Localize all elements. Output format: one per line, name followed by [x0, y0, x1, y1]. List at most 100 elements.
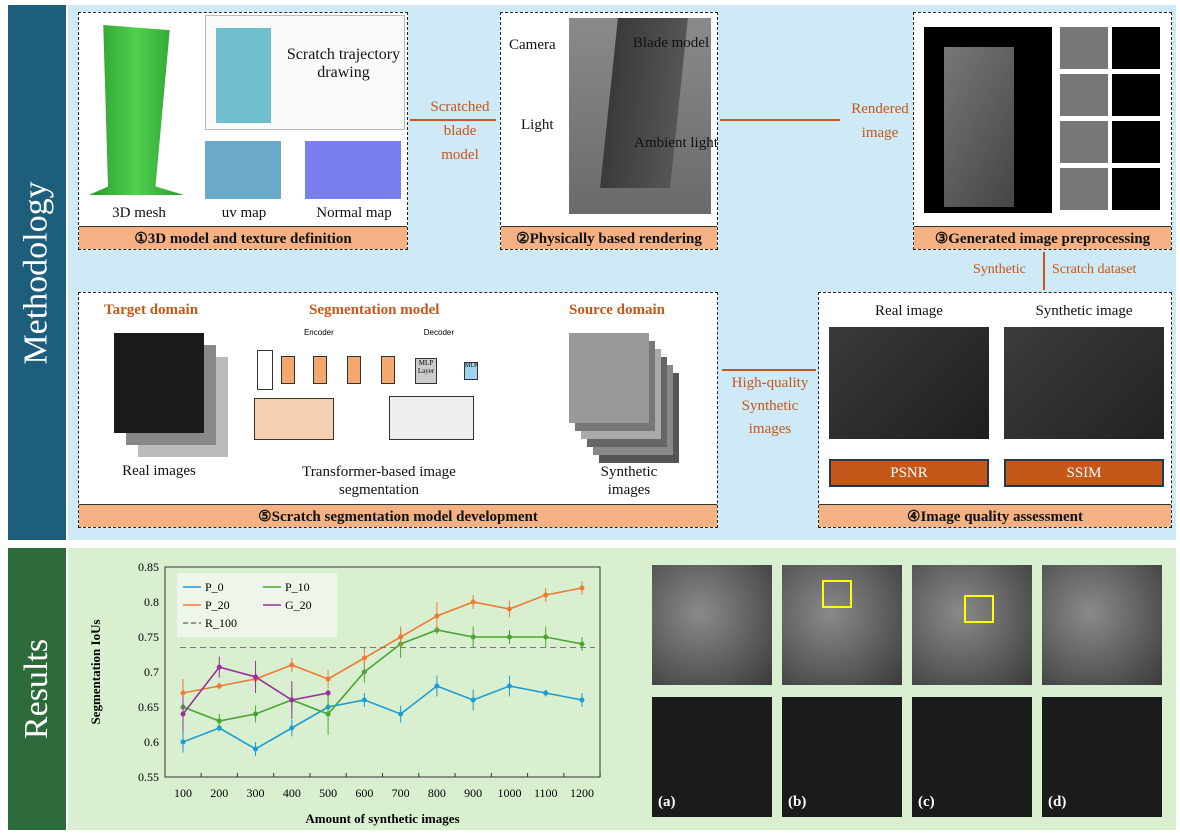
scratch-drawing-image: Scratch trajectory drawing — [205, 15, 405, 130]
render-scene-image — [569, 18, 711, 214]
data-point-G_20 — [289, 697, 295, 703]
series-line-P_10 — [182, 629, 583, 722]
data-point-P_20 — [361, 655, 367, 661]
result-mask-d: (d) — [1042, 697, 1162, 817]
uv-caption: uv map — [221, 205, 267, 221]
x-tick-label: 1200 — [570, 786, 594, 800]
y-axis-label: Segmentation IoUs — [88, 619, 103, 724]
camera-label: Camera — [509, 37, 556, 53]
x-tick-label: 500 — [319, 786, 337, 800]
y-tick-label: 0.55 — [138, 770, 159, 784]
legend-label-R_100: R_100 — [205, 616, 237, 630]
step5-label: ⑤Scratch segmentation model development — [79, 504, 717, 527]
data-point-P_10 — [361, 669, 367, 675]
data-point-P_10 — [506, 634, 512, 640]
methodology-band: Methodology — [8, 5, 66, 540]
data-point-P_0 — [543, 690, 549, 696]
methodology-title: Methodology — [18, 180, 55, 365]
light-label: Light — [521, 117, 554, 133]
data-point-P_0 — [434, 683, 440, 689]
x-axis-label: Amount of synthetic images — [305, 811, 459, 826]
data-point-P_20 — [579, 585, 585, 591]
data-point-G_20 — [216, 664, 222, 670]
data-point-P_20 — [543, 592, 549, 598]
data-point-P_20 — [434, 613, 440, 619]
step4-label: ④Image quality assessment — [819, 504, 1171, 527]
real-image-caption: Real image — [875, 303, 943, 319]
synthetic-image — [1004, 327, 1164, 439]
data-point-G_20 — [180, 711, 186, 717]
data-point-P_10 — [325, 711, 331, 717]
data-point-P_10 — [253, 711, 259, 717]
step2-box: Camera Light Blade model Ambient light ②… — [500, 12, 718, 250]
uv-map-image — [205, 141, 281, 199]
data-point-P_0 — [398, 711, 404, 717]
data-point-P_10 — [543, 634, 549, 640]
data-point-P_20 — [506, 606, 512, 612]
x-tick-label: 1000 — [497, 786, 521, 800]
arrow-step3-step4 — [1043, 252, 1045, 290]
target-images-stack — [114, 333, 204, 433]
result-image-c — [912, 565, 1032, 685]
data-point-P_0 — [253, 746, 259, 752]
x-tick-label: 800 — [428, 786, 446, 800]
step1-box: 3D mesh Scratch trajectory drawing uv ma… — [78, 12, 408, 250]
arrow1-text: Scratched blade model — [430, 99, 490, 163]
step5-box: Target domain Segmentation model Source … — [78, 292, 718, 528]
x-tick-label: 300 — [247, 786, 265, 800]
source-images-stack — [569, 333, 649, 423]
ambient-light-label: Ambient light — [634, 135, 718, 151]
ssim-metric: SSIM — [1004, 459, 1164, 487]
blade-model-label: Blade model — [632, 35, 710, 51]
data-point-P_20 — [289, 662, 295, 668]
x-tick-label: 700 — [392, 786, 410, 800]
y-tick-label: 0.75 — [138, 630, 159, 644]
data-point-P_20 — [398, 634, 404, 640]
x-tick-label: 1100 — [534, 786, 558, 800]
generated-image — [924, 27, 1052, 213]
segmentation-model-title: Segmentation model — [309, 302, 440, 318]
result-mask-a: (a) — [652, 697, 772, 817]
x-tick-label: 200 — [210, 786, 228, 800]
data-point-P_10 — [579, 641, 585, 647]
result-image-a — [652, 565, 772, 685]
x-tick-label: 400 — [283, 786, 301, 800]
y-tick-label: 0.8 — [144, 595, 159, 609]
data-point-P_10 — [216, 718, 222, 724]
data-point-P_0 — [506, 683, 512, 689]
data-point-P_10 — [470, 634, 476, 640]
data-point-P_20 — [470, 599, 476, 605]
step4-box: Real image Synthetic image PSNR SSIM ④Im… — [818, 292, 1172, 528]
crop-tiles — [1060, 27, 1108, 213]
arrow-step4-step5 — [722, 369, 816, 371]
x-tick-label: 600 — [355, 786, 373, 800]
x-tick-label: 900 — [464, 786, 482, 800]
arrow3-text-b: Scratch dataset — [1052, 262, 1137, 277]
arrow-step2-step3 — [720, 119, 910, 121]
x-tick-label: 100 — [174, 786, 192, 800]
result-mask-c: (c) — [912, 697, 1032, 817]
step2-label: ②Physically based rendering — [501, 226, 717, 249]
synthetic-image-caption: Synthetic image — [1035, 303, 1133, 319]
real-images-caption: Real images — [122, 463, 196, 479]
synthetic-images-caption: Synthetic images — [600, 464, 658, 498]
arrow3-text-a: Synthetic — [973, 262, 1026, 277]
results-title: Results — [18, 638, 55, 740]
real-image — [829, 327, 989, 439]
data-point-G_20 — [325, 690, 331, 696]
arrow-step1-step2 — [410, 119, 496, 121]
3d-mesh-image — [89, 25, 184, 195]
result-mask-b: (b) — [782, 697, 902, 817]
data-point-P_0 — [470, 697, 476, 703]
legend-label-P_0: P_0 — [205, 580, 224, 594]
legend-box — [177, 573, 337, 637]
data-point-P_0 — [289, 725, 295, 731]
y-tick-label: 0.85 — [138, 560, 159, 574]
arrow4-text: High-quality Synthetic images — [725, 372, 815, 441]
legend-label-P_20: P_20 — [205, 598, 230, 612]
psnr-metric: PSNR — [829, 459, 989, 487]
transformer-caption: Transformer-based image segmentation — [302, 464, 456, 498]
scratch-caption: Scratch trajectory drawing — [286, 46, 401, 81]
arrow2-text: Rendered image — [840, 97, 920, 145]
step3-label: ③Generated image preprocessing — [914, 226, 1171, 249]
